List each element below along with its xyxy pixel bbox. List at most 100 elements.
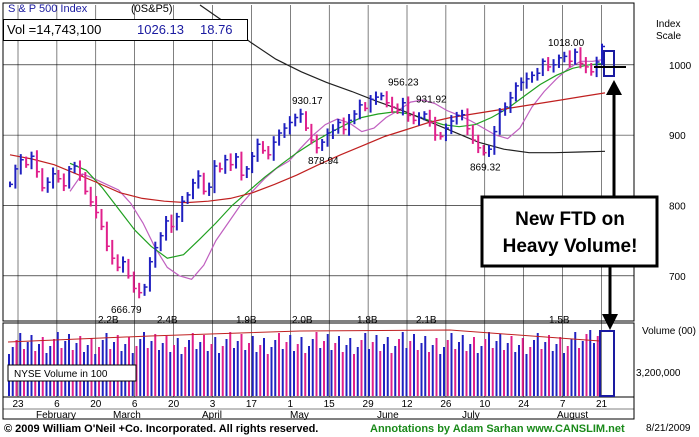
volume-bar bbox=[495, 341, 498, 396]
volume-label: 2.0B bbox=[292, 315, 313, 326]
volume-bar bbox=[585, 334, 588, 396]
price-bar bbox=[186, 192, 191, 205]
info-box: Vol =14,743,100 1026.13 18.76 bbox=[3, 19, 248, 41]
price-bar bbox=[541, 58, 546, 77]
volume-bar bbox=[518, 345, 520, 396]
volume-bar bbox=[450, 333, 453, 396]
price-bar bbox=[504, 102, 509, 116]
volume-bar bbox=[581, 341, 584, 396]
volume-bar bbox=[221, 346, 224, 396]
volume-bar bbox=[349, 338, 352, 396]
volume-bar bbox=[296, 344, 299, 396]
volume-bar bbox=[480, 346, 483, 396]
y-tick-label: 700 bbox=[669, 272, 686, 283]
month-label: July bbox=[462, 410, 480, 421]
price-bar bbox=[579, 47, 584, 69]
index-name: S & P 500 Index bbox=[8, 3, 88, 15]
price-label: 869.32 bbox=[470, 163, 501, 174]
volume-label: 2.4B bbox=[157, 315, 178, 326]
price-bar bbox=[493, 125, 498, 155]
price-bar bbox=[148, 257, 153, 292]
volume-value: Vol =14,743,100 bbox=[7, 22, 102, 37]
volume-bar bbox=[379, 351, 382, 396]
volume-bar bbox=[195, 349, 198, 396]
price-bar bbox=[14, 164, 19, 189]
volume-bar bbox=[229, 332, 232, 396]
ftd-price-highlight bbox=[603, 50, 615, 77]
volume-bar bbox=[311, 339, 314, 396]
volume-bar bbox=[203, 335, 205, 396]
volume-bar bbox=[566, 346, 569, 396]
price-bar bbox=[191, 178, 196, 200]
price-bar bbox=[272, 136, 277, 161]
volume-bar bbox=[536, 333, 539, 396]
price-bar bbox=[423, 111, 428, 121]
price-bar bbox=[30, 151, 35, 170]
volume-label: 1.9B bbox=[236, 315, 257, 326]
y-axis-ticks: 700 800 900 1000 bbox=[669, 61, 692, 283]
grid-lines bbox=[3, 5, 634, 397]
volume-bar bbox=[289, 335, 292, 396]
price-bar bbox=[305, 111, 309, 131]
volume-bar bbox=[326, 334, 329, 396]
volume-label: 2.1B bbox=[416, 315, 437, 326]
callout-line-2: Heavy Volume! bbox=[503, 236, 638, 257]
volume-bar bbox=[529, 347, 532, 396]
price-bar bbox=[46, 177, 51, 193]
price-bar bbox=[100, 208, 105, 231]
volume-bars bbox=[7, 329, 601, 396]
price-bar bbox=[57, 169, 62, 183]
x-tick-label: 15 bbox=[324, 399, 336, 410]
price-bar bbox=[175, 212, 180, 231]
price-bar bbox=[256, 138, 261, 162]
y-tick-label: 800 bbox=[669, 201, 686, 212]
price-bar bbox=[466, 108, 471, 136]
volume-legend-box bbox=[7, 364, 137, 382]
volume-bar bbox=[446, 340, 449, 396]
price-panel bbox=[2, 2, 635, 322]
price-bar bbox=[310, 123, 315, 145]
price-bar bbox=[418, 112, 423, 126]
volume-bar bbox=[293, 351, 295, 396]
price-bar bbox=[525, 72, 530, 89]
price-bar bbox=[434, 116, 439, 141]
volume-bar bbox=[420, 343, 423, 396]
volume-bar bbox=[540, 349, 543, 396]
price-bar bbox=[439, 131, 444, 140]
volume-bar bbox=[139, 339, 142, 396]
price-bar bbox=[89, 186, 94, 207]
volume-legend: NYSE Volume in 100 bbox=[14, 369, 108, 380]
x-tick-label: 24 bbox=[518, 399, 530, 410]
price-bar bbox=[235, 153, 240, 169]
volume-label: 1.8B bbox=[357, 315, 378, 326]
price-bar bbox=[116, 254, 121, 272]
price-bar bbox=[105, 221, 110, 252]
volume-bar bbox=[240, 334, 243, 396]
price-bar bbox=[455, 111, 460, 125]
copyright-notice: © 2009 William O'Neil +Co. Incorporated.… bbox=[4, 423, 319, 435]
x-tick-label: 17 bbox=[246, 399, 258, 410]
volume-bar bbox=[469, 344, 472, 396]
price-label: 956.23 bbox=[388, 78, 419, 89]
price-bar bbox=[461, 109, 466, 121]
volume-bar bbox=[458, 342, 460, 396]
price-label: 1018.00 bbox=[548, 38, 585, 49]
volume-bar bbox=[338, 336, 340, 396]
month-label: May bbox=[290, 410, 309, 421]
price-bar bbox=[321, 138, 326, 151]
volume-bar bbox=[416, 350, 419, 396]
volume-bar bbox=[278, 333, 280, 396]
ftd-volume-highlight bbox=[599, 330, 615, 397]
month-label: June bbox=[377, 410, 399, 421]
volume-bar bbox=[56, 332, 59, 396]
index-scale-title-1: Index bbox=[656, 19, 680, 30]
volume-bar bbox=[371, 342, 374, 396]
month-label: February bbox=[36, 410, 76, 421]
volume-bar bbox=[574, 332, 577, 396]
price-bar bbox=[122, 256, 127, 273]
volume-bar bbox=[218, 353, 220, 396]
x-tick-label: 20 bbox=[168, 399, 180, 410]
volume-bar bbox=[435, 338, 438, 396]
price-bar bbox=[165, 216, 170, 241]
price-bar bbox=[385, 91, 390, 108]
